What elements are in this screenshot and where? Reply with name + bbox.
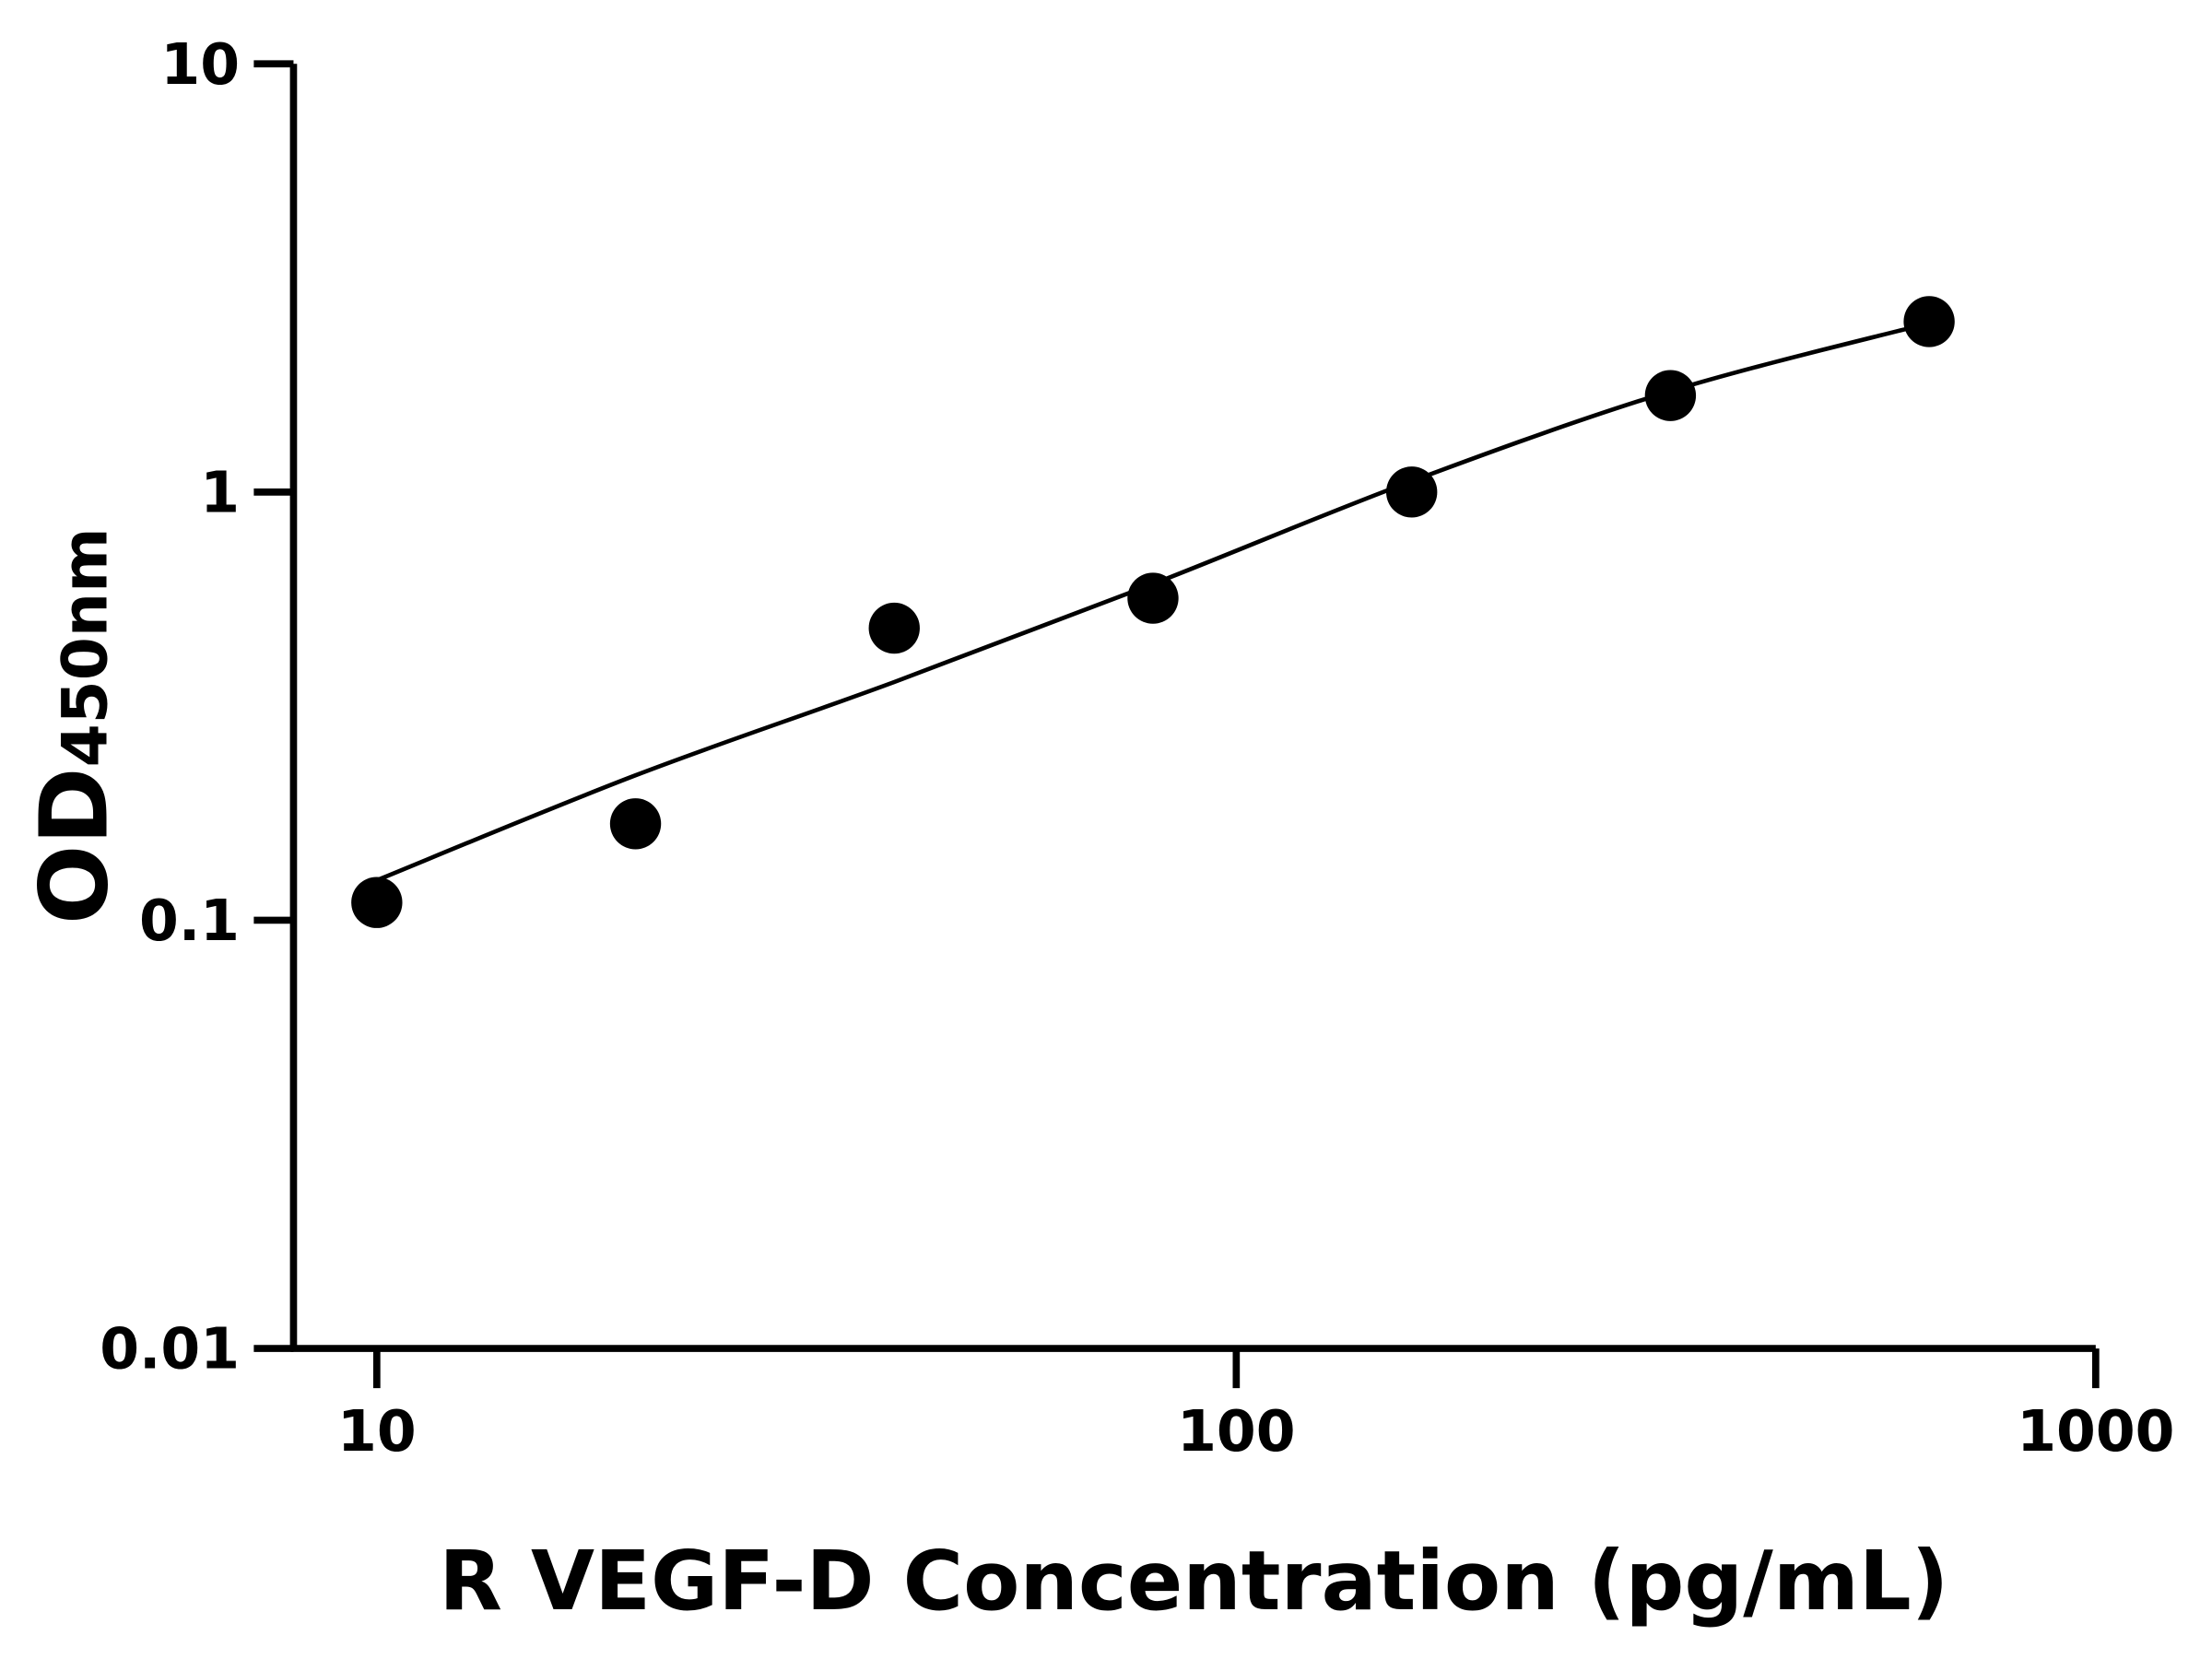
x-tick-label: 100 [1177,1398,1295,1465]
x-tick-label: 10 [337,1398,417,1465]
data-point [609,798,662,850]
data-point [1127,572,1179,624]
data-points [351,296,1955,928]
x-tick-label: 1000 [2017,1398,2174,1465]
data-point [1903,296,1955,347]
y-tick-label: 0.01 [100,1316,240,1382]
axes [289,64,2096,1352]
y-tick-label: 10 [160,31,240,98]
y-tick-label: 0.1 [139,888,240,954]
y-axis-label-sub: 450nm [48,527,121,767]
y-tick-label: 1 [200,459,240,525]
ticks: 0.01 0.1 1 10 10 100 1000 [100,31,2174,1465]
y-axis-label: OD450nm [19,527,128,924]
data-point [1385,466,1438,518]
data-point [351,877,403,928]
x-axis-label: R VEGF-D Concentration (pg/mL) [439,1534,1948,1630]
data-point [1644,370,1697,421]
data-point [868,602,920,654]
y-axis-label-main: OD [19,767,128,924]
